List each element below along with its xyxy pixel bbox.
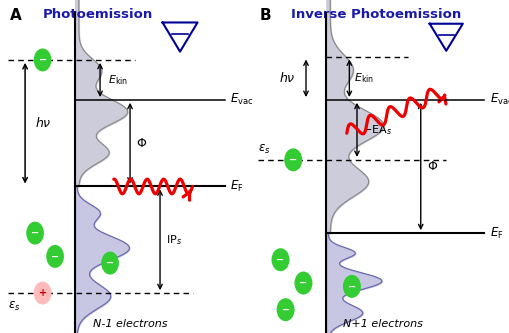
Text: N+1 electrons: N+1 electrons [342,319,421,329]
Text: $E_{\rm F}$: $E_{\rm F}$ [230,179,243,194]
Text: $-{\rm EA}_s$: $-{\rm EA}_s$ [361,123,391,137]
Text: −: − [347,281,355,291]
Text: $E_{\rm vac}$: $E_{\rm vac}$ [230,92,253,108]
Text: −: − [299,278,307,288]
Circle shape [35,282,50,304]
Text: N-1 electrons: N-1 electrons [93,319,167,329]
Text: $E_{\rm F}$: $E_{\rm F}$ [489,225,502,241]
Text: Photoemission: Photoemission [43,8,153,21]
Text: −: − [281,305,289,315]
Text: −: − [31,228,39,238]
Circle shape [272,249,288,270]
Text: Inverse Photoemission: Inverse Photoemission [290,8,460,21]
Text: −: − [289,155,297,165]
Text: $\Phi$: $\Phi$ [427,160,437,173]
Text: $\epsilon_s$: $\epsilon_s$ [257,143,269,157]
Circle shape [277,299,293,320]
Text: $h\nu$: $h\nu$ [278,71,295,85]
Circle shape [35,49,50,71]
Text: −: − [39,55,46,65]
Text: ${\rm IP}_s$: ${\rm IP}_s$ [166,233,182,247]
Text: A: A [10,8,22,23]
Text: $E_{\rm vac}$: $E_{\rm vac}$ [489,92,509,108]
Circle shape [285,149,301,170]
Text: −: − [276,255,284,265]
Text: $E_{\rm kin}$: $E_{\rm kin}$ [107,73,127,87]
Circle shape [343,276,359,297]
Circle shape [27,222,43,244]
Text: $h\nu$: $h\nu$ [35,116,51,130]
Circle shape [102,252,118,274]
Text: $\Phi$: $\Phi$ [136,137,147,150]
Text: −: − [51,251,59,261]
Circle shape [47,246,63,267]
Text: +: + [39,288,46,298]
Text: $\epsilon_s$: $\epsilon_s$ [8,300,20,313]
Text: B: B [260,8,271,23]
Circle shape [295,272,311,294]
Text: −: − [106,258,114,268]
Text: $E_{\rm kin}$: $E_{\rm kin}$ [354,71,374,85]
